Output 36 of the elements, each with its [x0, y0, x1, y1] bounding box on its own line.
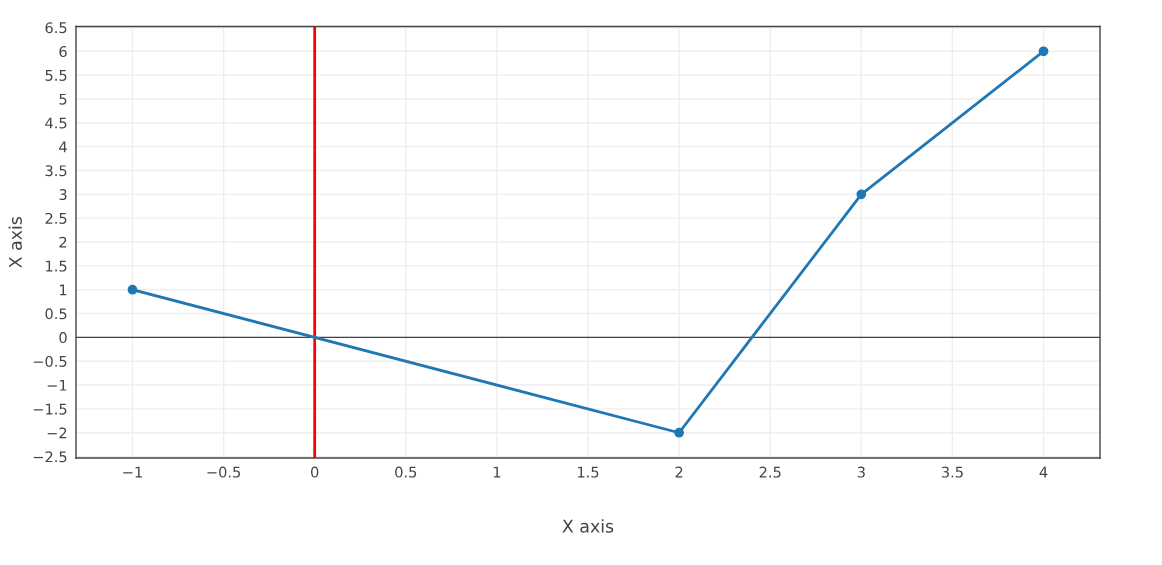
y-tick-label: 6.5	[45, 22, 67, 34]
x-tick-label: 0	[311, 466, 319, 478]
y-tick-label: 3	[59, 189, 67, 201]
point	[856, 189, 867, 200]
x-tick-label: 2	[675, 466, 683, 478]
point	[127, 284, 138, 295]
x-tick-label: 1	[493, 466, 501, 478]
y-tick-label: 1.5	[46, 260, 67, 272]
y-tick-label: −2.5	[33, 451, 67, 463]
x-axis-title: X axis	[562, 519, 614, 533]
y-tick-label: 0	[59, 332, 67, 344]
y-tick-label: 2.5	[45, 212, 67, 224]
x-tick-label: 3.5	[941, 466, 963, 478]
y-tick-label: 4.5	[45, 117, 67, 129]
y-tick-label: 2	[59, 236, 67, 248]
point	[674, 427, 684, 438]
y-tick-label: −1	[47, 379, 67, 391]
y-tick-label: 5	[59, 93, 67, 105]
x-tick-label: 2.5	[759, 466, 781, 478]
y-tick-label: 1	[59, 284, 67, 296]
y-tick-label: −0.5	[33, 355, 67, 367]
y-tick-label: 0.5	[45, 308, 67, 320]
y-axis-title: X axis	[8, 217, 22, 268]
y-tick-label: 5.5	[45, 70, 67, 81]
x-tick-label: 0.5	[395, 466, 417, 478]
y-tick-label: 4	[59, 141, 67, 153]
x-tick-label: −1	[123, 466, 142, 478]
x-tick-label: 3	[857, 466, 865, 478]
y-tick-label: −2	[47, 427, 67, 439]
y-tick-label: −1.5	[33, 403, 67, 415]
y-tick-label: 6	[59, 46, 67, 58]
x-tick-label: −0.5	[207, 466, 241, 478]
y-tick-label: 3.5	[45, 165, 67, 177]
point	[1038, 46, 1049, 57]
x-tick-label: 1.5	[578, 466, 599, 478]
x-tick-label: 4	[1039, 466, 1048, 478]
